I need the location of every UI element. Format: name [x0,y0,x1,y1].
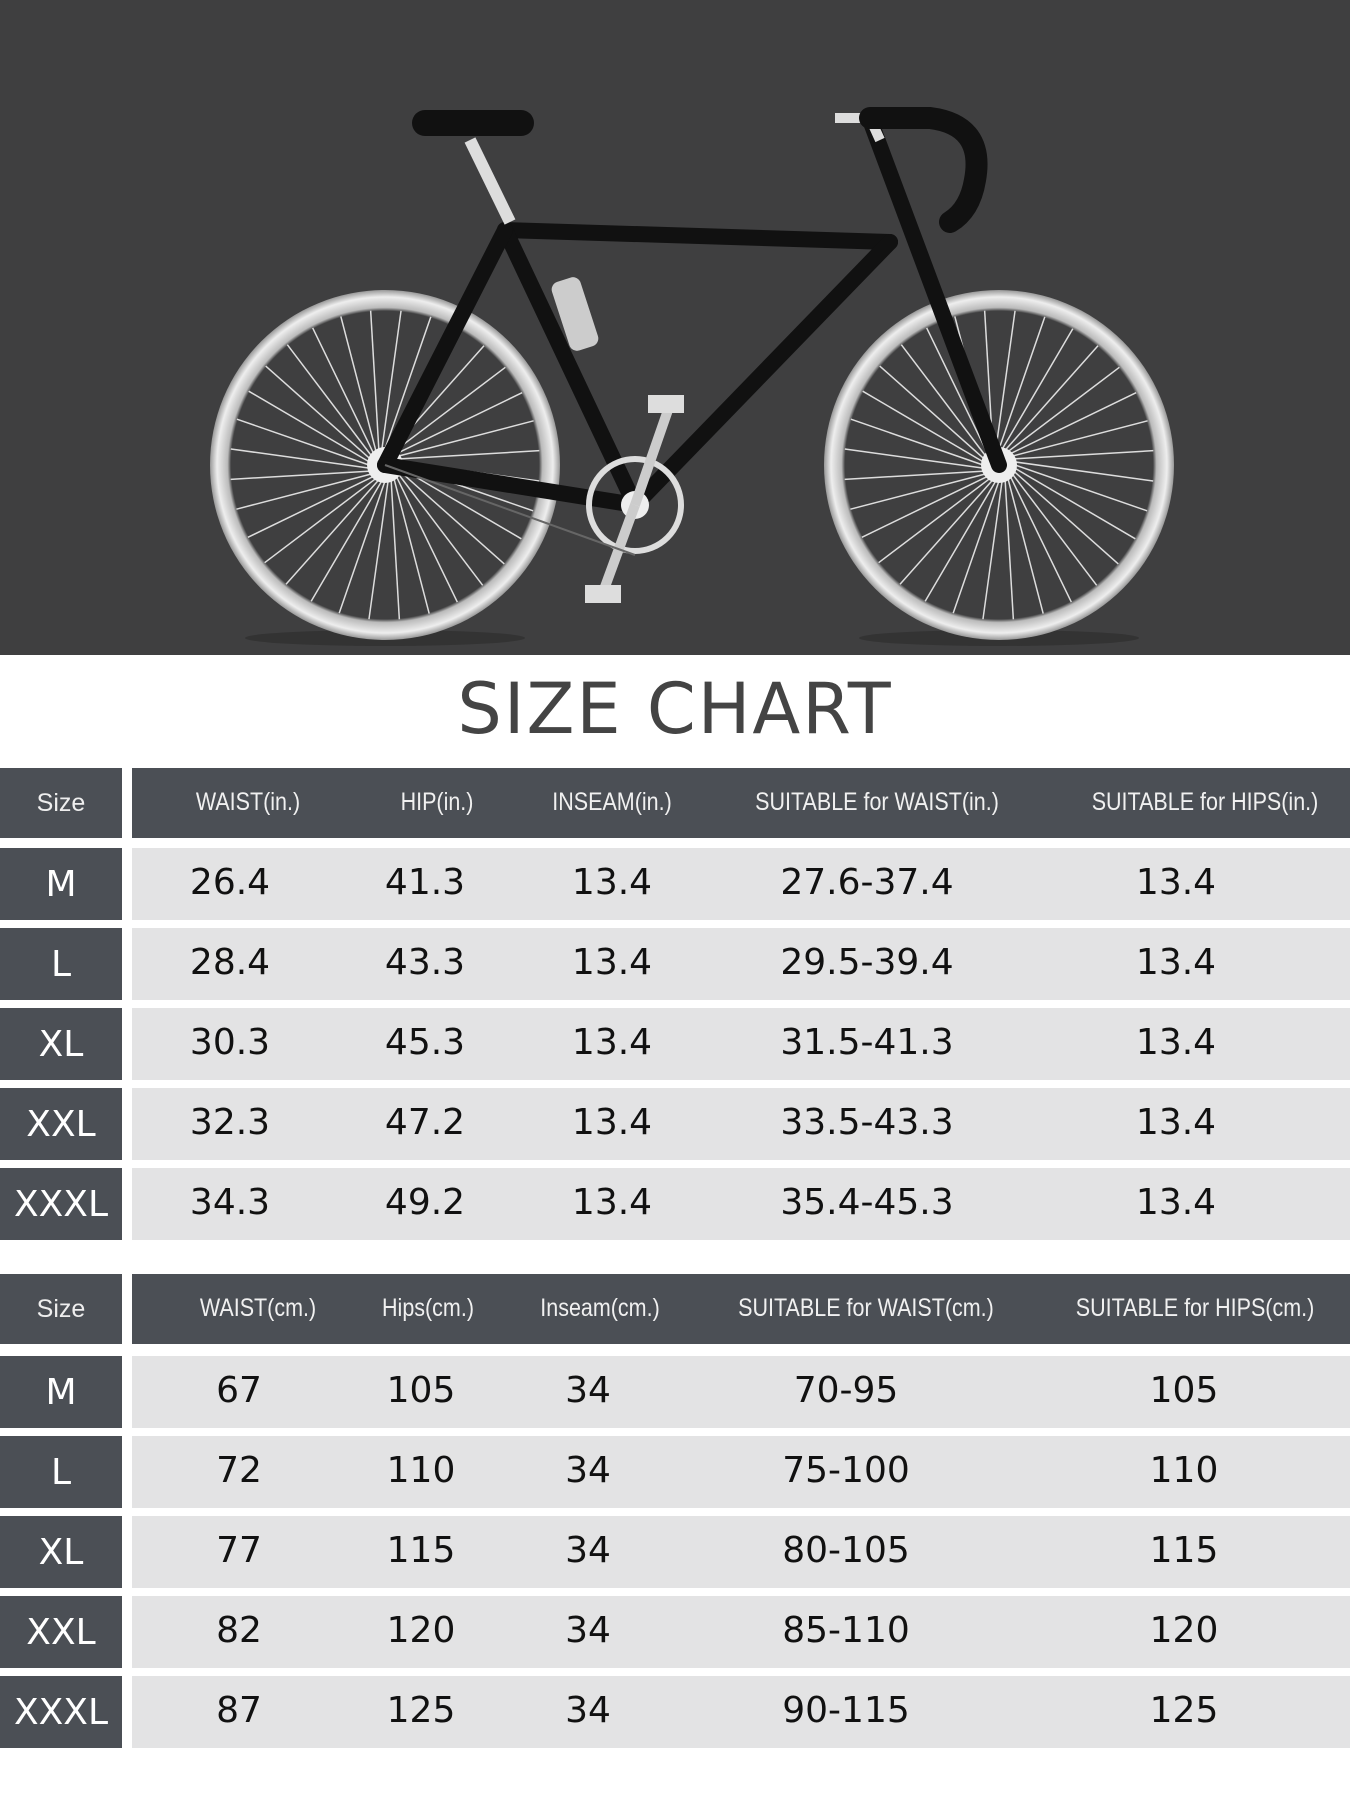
table-cell: 115 [386,1530,456,1571]
table-cell: 34 [565,1690,611,1731]
table-cell: 115 [1149,1530,1219,1571]
column-header: WAIST(cm.) [199,1294,317,1322]
table-cell: 120 [386,1610,456,1651]
table-cell: 120 [1149,1610,1219,1651]
table-cell: 77 [216,1530,262,1571]
table-row [132,1008,1350,1080]
table-cell: 13.4 [571,1182,653,1223]
table-cell: 13.4 [571,1102,653,1143]
column-header: WAIST(in.) [195,788,301,816]
table-cell: 13.4 [571,862,653,903]
table-row [132,848,1350,920]
table-cell: 67 [216,1370,262,1411]
table-cell: 26.4 [189,862,271,903]
table-cell: 82 [216,1610,262,1651]
table-cell: 70-95 [793,1370,899,1411]
column-header: SUITABLE for HIPS(cm.) [1075,1294,1315,1322]
table-cell: 13.4 [1135,1022,1217,1063]
table-cell: 34 [565,1370,611,1411]
table-cell: 72 [216,1450,262,1491]
table-cell: 13.4 [571,942,653,983]
header-row [132,768,1350,838]
table-cell: 43.3 [384,942,466,983]
table-cell: 31.5-41.3 [780,1022,954,1063]
table-cell: 30.3 [189,1022,271,1063]
column-header: INSEAM(in.) [552,788,672,816]
column-header: SUITABLE for WAIST(cm.) [738,1294,994,1322]
table-cell: 13.4 [1135,1102,1217,1143]
table-row [132,1168,1350,1240]
table-cell: 34 [565,1610,611,1651]
table-cell: 35.4-45.3 [780,1182,954,1223]
size-label: XXXL [0,1168,122,1240]
table-cell: 85-110 [782,1610,910,1651]
table-cell: 13.4 [1135,1182,1217,1223]
size-label: XL [0,1516,122,1588]
size-label: XXL [0,1596,122,1668]
bicycle-icon [210,107,1174,646]
table-cell: 45.3 [384,1022,466,1063]
header-size: Size [0,1274,122,1344]
table-cell: 75-100 [782,1450,910,1491]
table-cell: 13.4 [1135,942,1217,983]
table-cell: 13.4 [571,1022,653,1063]
table-row [132,1356,1350,1428]
size-label: L [0,1436,122,1508]
table-cell: 13.4 [1135,862,1217,903]
table-cell: 87 [216,1690,262,1731]
size-label: M [0,1356,122,1428]
table-row [132,1676,1350,1748]
table-cell: 105 [1149,1370,1219,1411]
size-label: XL [0,1008,122,1080]
column-header: Inseam(cm.) [540,1294,660,1322]
column-header: HIP(in.) [400,788,474,816]
table-cell: 34 [565,1450,611,1491]
table-cell: 29.5-39.4 [780,942,954,983]
table-cell: 110 [386,1450,456,1491]
table-row [132,1516,1350,1588]
column-header: Hips(cm.) [382,1294,474,1322]
table-cell: 125 [386,1690,456,1731]
table-row [132,1088,1350,1160]
page-title: SIZE CHART [457,668,893,750]
size-label: XXL [0,1088,122,1160]
table-cell: 110 [1149,1450,1219,1491]
size-label: XXXL [0,1676,122,1748]
column-header: SUITABLE for HIPS(in.) [1091,788,1319,816]
table-cell: 105 [386,1370,456,1411]
table-cell: 27.6-37.4 [780,862,954,903]
bicycle-hero-image [0,0,1350,655]
header-row [132,1274,1350,1344]
header-size: Size [0,768,122,838]
table-cell: 28.4 [189,942,271,983]
size-label: M [0,848,122,920]
column-header: SUITABLE for WAIST(in.) [755,788,999,816]
table-cell: 49.2 [384,1182,466,1223]
table-cell: 33.5-43.3 [780,1102,954,1143]
table-cell: 47.2 [384,1102,466,1143]
table-row [132,1596,1350,1668]
table-cell: 41.3 [384,862,466,903]
table-row [132,1436,1350,1508]
table-cell: 32.3 [189,1102,271,1143]
size-label: L [0,928,122,1000]
table-cell: 125 [1149,1690,1219,1731]
table-row [132,928,1350,1000]
table-cell: 34.3 [189,1182,271,1223]
table-cell: 34 [565,1530,611,1571]
table-cell: 80-105 [782,1530,910,1571]
table-cell: 90-115 [782,1690,910,1731]
